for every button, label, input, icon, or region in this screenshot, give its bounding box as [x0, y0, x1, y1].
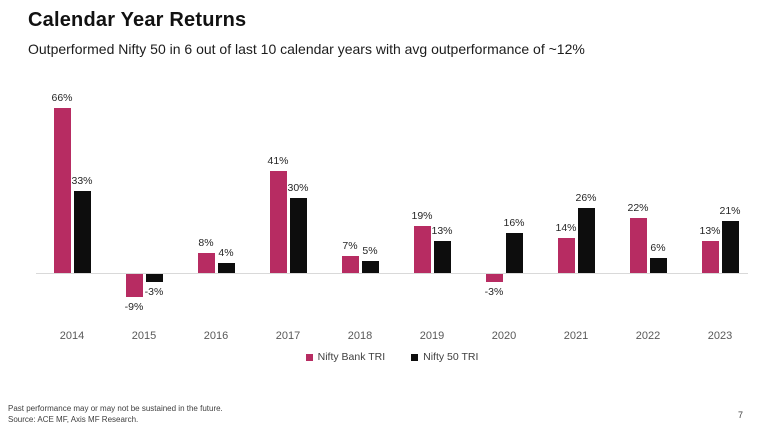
bar-value-label-nifty-bank-tri-2015: -9% — [124, 300, 144, 313]
bar-value-label-nifty-50-tri-2016: 4% — [218, 247, 234, 259]
bar-value-label-nifty-bank-tri-2021: 14% — [555, 222, 577, 234]
bar-nifty-50-tri-2017 — [289, 198, 307, 273]
legend-swatch-nifty-bank-tri — [305, 353, 313, 361]
bar-nifty-bank-tri-2022 — [629, 218, 647, 273]
x-axis-line — [36, 273, 748, 274]
bar-nifty-50-tri-2023 — [721, 220, 739, 273]
legend-item-nifty-bank-tri: Nifty Bank TRI — [305, 351, 386, 363]
page-subtitle: Outperformed Nifty 50 in 6 out of last 1… — [28, 41, 585, 57]
x-axis-label-2019: 2019 — [419, 330, 445, 342]
bar-value-label-nifty-bank-tri-2019: 19% — [411, 209, 433, 222]
legend-label-nifty-bank-tri: Nifty Bank TRI — [317, 351, 386, 363]
x-axis-label-2017: 2017 — [275, 330, 301, 342]
bar-value-label-nifty-bank-tri-2018: 7% — [342, 239, 358, 252]
bar-value-label-nifty-50-tri-2020: 16% — [503, 217, 525, 229]
bar-nifty-bank-tri-2015 — [125, 274, 143, 297]
bar-nifty-50-tri-2014 — [73, 190, 91, 273]
x-axis-label-2022: 2022 — [635, 330, 661, 342]
x-axis-label-2015: 2015 — [131, 330, 157, 342]
legend-swatch-nifty-50-tri — [411, 353, 419, 361]
bar-value-label-nifty-50-tri-2019: 13% — [431, 224, 453, 237]
source-text: Source: ACE MF, Axis MF Research. — [8, 415, 139, 424]
x-axis-label-2021: 2021 — [563, 330, 589, 342]
bar-nifty-50-tri-2016 — [217, 263, 235, 273]
bar-value-label-nifty-50-tri-2015: -3% — [144, 285, 164, 298]
page-title: Calendar Year Returns — [28, 9, 247, 31]
bar-value-label-nifty-50-tri-2023: 21% — [719, 204, 741, 217]
legend-item-nifty-50-tri: Nifty 50 TRI — [411, 351, 478, 363]
bar-value-label-nifty-50-tri-2022: 6% — [650, 242, 666, 254]
bar-value-label-nifty-bank-tri-2023: 13% — [699, 224, 721, 237]
bar-nifty-50-tri-2019 — [433, 240, 451, 273]
bar-nifty-bank-tri-2019 — [413, 225, 431, 273]
bar-nifty-bank-tri-2017 — [269, 170, 287, 273]
bar-nifty-50-tri-2022 — [649, 258, 667, 273]
page-number: 7 — [737, 410, 743, 420]
bar-nifty-50-tri-2021 — [577, 208, 595, 273]
bar-value-label-nifty-50-tri-2021: 26% — [575, 192, 597, 204]
bar-nifty-50-tri-2015 — [145, 274, 163, 282]
bar-nifty-bank-tri-2016 — [197, 253, 215, 273]
chart-legend: Nifty Bank TRI Nifty 50 TRI — [36, 351, 748, 363]
x-axis-label-2020: 2020 — [491, 330, 517, 342]
bar-value-label-nifty-bank-tri-2020: -3% — [484, 285, 504, 298]
footer: Past performance may or may not be susta… — [8, 403, 223, 425]
bar-value-label-nifty-bank-tri-2014: 66% — [51, 92, 73, 104]
bar-nifty-50-tri-2018 — [361, 260, 379, 273]
x-axis-label-2023: 2023 — [707, 330, 733, 342]
legend-label-nifty-50-tri: Nifty 50 TRI — [423, 351, 479, 363]
bar-value-label-nifty-bank-tri-2017: 41% — [267, 154, 289, 167]
bar-value-label-nifty-50-tri-2014: 33% — [71, 174, 93, 187]
x-axis-label-2016: 2016 — [203, 330, 229, 342]
bar-nifty-bank-tri-2021 — [557, 238, 575, 273]
calendar-returns-bar-chart: 66% 33% -9% -3% 8% 4% 41% 30% 7% 5% 19% 13% -3% 16% 14… — [36, 85, 748, 347]
x-axis-label-2018: 2018 — [347, 330, 373, 342]
bar-value-label-nifty-bank-tri-2016: 8% — [198, 237, 214, 249]
bar-nifty-bank-tri-2014 — [53, 108, 71, 273]
bar-nifty-50-tri-2020 — [505, 233, 523, 273]
bar-nifty-bank-tri-2020 — [485, 274, 503, 282]
bar-value-label-nifty-50-tri-2018: 5% — [362, 244, 378, 257]
bar-nifty-bank-tri-2018 — [341, 255, 359, 273]
bar-value-label-nifty-bank-tri-2022: 22% — [627, 202, 649, 214]
disclaimer-text: Past performance may or may not be susta… — [8, 404, 223, 413]
bar-nifty-bank-tri-2023 — [701, 240, 719, 273]
bar-value-label-nifty-50-tri-2017: 30% — [287, 182, 309, 194]
x-axis-label-2014: 2014 — [59, 330, 85, 342]
